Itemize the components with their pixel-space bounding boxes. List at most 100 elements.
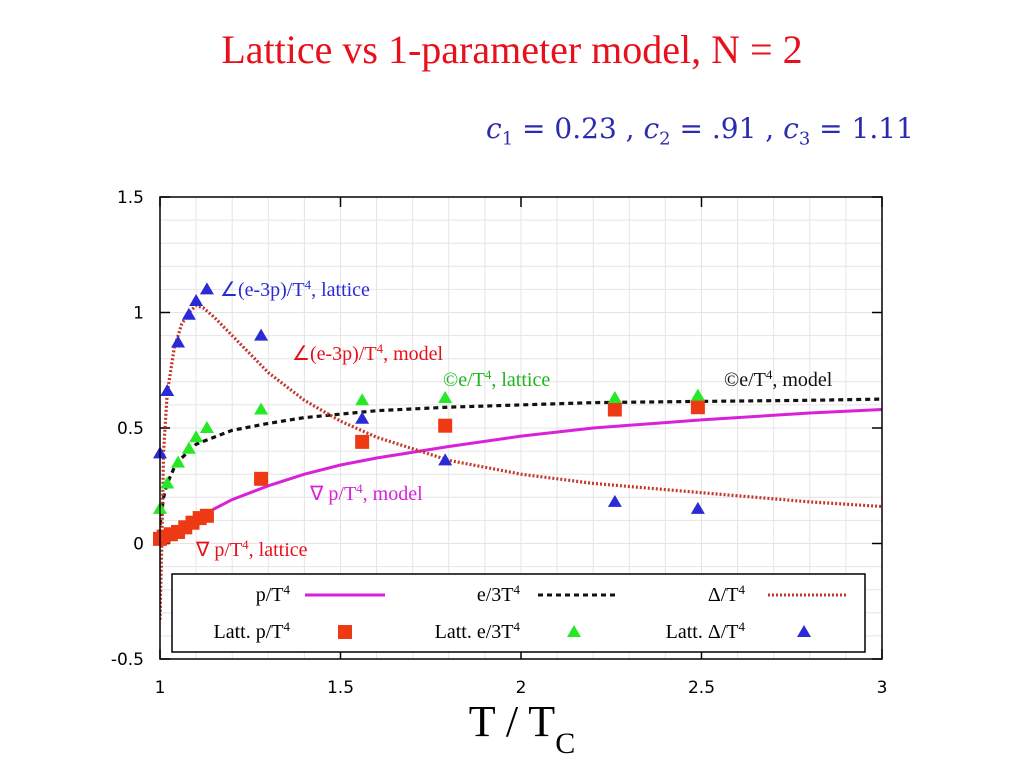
latt-p-point [254, 471, 269, 486]
legend-sup: 4 [284, 619, 291, 634]
latt-delta-point [607, 494, 622, 507]
annotation-text: p/T [209, 539, 242, 561]
annotation-symbol: ∠ [292, 343, 310, 365]
legend-text: e/3T [477, 584, 514, 606]
legend-label-point-1: Latt. e/3T4 [435, 619, 521, 644]
y-tick-label: 0.5 [117, 419, 144, 439]
c3-symbol: c [783, 112, 799, 145]
latt-delta-point [171, 335, 186, 348]
annotations: ∠(e-3p)/T4, lattice∠(e-3p)/T4, model©e/T… [195, 277, 833, 562]
x-tick-labels: 1 1.5 2 2.5 3 [155, 678, 888, 698]
parameter-values: c1 = 0.23 , c2 = .91 , c3 = 1.11 [486, 112, 914, 150]
latt-e-point [438, 390, 453, 403]
legend-text: Latt. e/3T [435, 621, 514, 643]
legend-text: Latt. Δ/T [666, 621, 739, 643]
latt-delta-point [254, 328, 269, 341]
annotation-tail: , model [772, 369, 832, 391]
legend-sup: 4 [514, 619, 521, 634]
slide-title: Lattice vs 1-parameter model, N = 2 [221, 27, 803, 72]
annotation-4: ∇ p/T4, model [309, 481, 423, 506]
x-tick-label: 1.5 [327, 678, 354, 698]
legend-label-point-2: Latt. Δ/T4 [666, 619, 746, 644]
annotation-3: ©e/T4, model [724, 367, 833, 392]
x-tick-label: 2 [516, 678, 527, 698]
legend-text: Latt. p/T [214, 621, 284, 643]
annotation-symbol: ∇ [309, 483, 324, 505]
latt-e-point [254, 402, 269, 415]
latt-e-point [690, 388, 705, 401]
annotation-text: e/T [458, 369, 485, 391]
c1-value: = 0.23 , [522, 112, 635, 145]
annotation-2: ©e/T4, lattice [443, 367, 550, 392]
y-tick-labels: -0.5 0 0.5 1 1.5 [111, 188, 144, 670]
latt-p-point [199, 508, 214, 523]
annotation-sup: 4 [242, 537, 249, 552]
annotation-text: p/T [323, 483, 356, 505]
latt-delta-point [160, 384, 175, 397]
annotation-tail: , lattice [311, 279, 370, 301]
y-tick-label: 1.5 [117, 188, 144, 208]
legend-text: Δ/T [708, 584, 739, 606]
annotation-symbol: © [443, 369, 458, 391]
legend-marker-sample [797, 625, 811, 637]
legend-sup: 4 [739, 619, 746, 634]
c3-subscript: 3 [798, 128, 811, 150]
legend-sup: 4 [739, 582, 746, 597]
c2-value: = .91 , [679, 112, 775, 145]
latt-e-point [160, 476, 175, 489]
latt-p-point [355, 434, 370, 449]
latt-delta-point [690, 501, 705, 514]
c2-subscript: 2 [659, 128, 671, 150]
y-tick-label: 1 [133, 304, 144, 324]
annotation-text: (e-3p)/T [310, 343, 377, 365]
curve-delta [160, 303, 882, 620]
latt-delta-point [181, 307, 196, 320]
annotation-text: e/T [739, 369, 766, 391]
x-tick-label: 2.5 [688, 678, 715, 698]
annotation-symbol: ∇ [195, 539, 210, 561]
legend-text: p/T [256, 584, 284, 606]
legend-marker-sample [567, 625, 581, 637]
annotation-sup: 4 [305, 277, 312, 292]
x-tick-label: 3 [877, 678, 888, 698]
x-axis-title-sub: C [555, 727, 575, 760]
latt-e-point [181, 441, 196, 454]
legend-sup: 4 [514, 582, 521, 597]
latt-p-point [607, 402, 622, 417]
annotation-tail: , model [363, 483, 423, 505]
annotation-tail: , lattice [491, 369, 550, 391]
x-axis-title-main: T / T [469, 697, 556, 746]
annotation-sup: 4 [485, 367, 492, 382]
annotation-tail: , model [383, 343, 443, 365]
latt-p-point [690, 400, 705, 415]
c2-symbol: c [643, 112, 660, 145]
x-axis-title-text: T / TC [469, 697, 575, 760]
latt-p-point [438, 418, 453, 433]
annotation-symbol: © [724, 369, 739, 391]
latt-delta-point [199, 282, 214, 295]
annotation-0: ∠(e-3p)/T4, lattice [220, 277, 370, 302]
annotation-sup: 4 [377, 341, 384, 356]
legend-label-0: p/T4 [256, 582, 291, 607]
legend-label-point-0: Latt. p/T4 [214, 619, 291, 644]
legend-label-2: Δ/T4 [708, 582, 746, 607]
latt-delta-point [189, 293, 204, 306]
annotation-tail: , lattice [249, 539, 308, 561]
latt-delta-point [438, 453, 453, 466]
latt-e-point [199, 421, 214, 433]
plot-frame [159, 196, 883, 660]
latt-e-point [355, 393, 370, 406]
annotation-1: ∠(e-3p)/T4, model [292, 341, 444, 366]
annotation-text: (e-3p)/T [238, 279, 305, 301]
annotation-5: ∇ p/T4, lattice [195, 537, 308, 562]
annotation-sup: 4 [766, 367, 773, 382]
x-tick-label: 1 [155, 678, 166, 698]
annotation-sup: 4 [356, 481, 363, 496]
latt-e-point [171, 455, 186, 468]
c3-value: = 1.11 [819, 112, 914, 145]
legend-label-1: e/3T4 [477, 582, 521, 607]
annotation-symbol: ∠ [220, 279, 238, 301]
c1-subscript: 1 [501, 128, 514, 150]
